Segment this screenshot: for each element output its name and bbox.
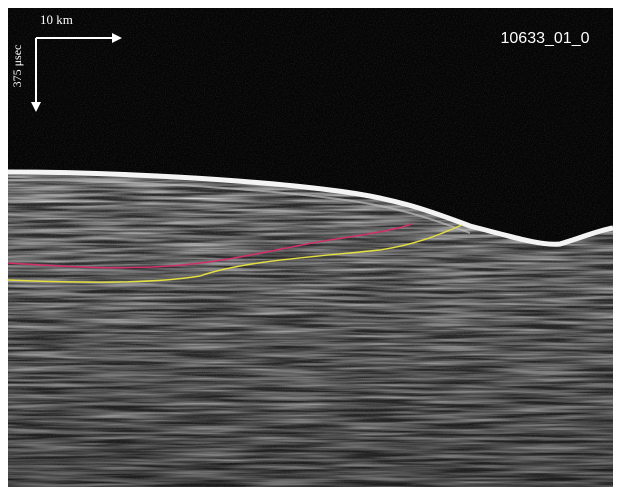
radargram: 10 km 375 μsec 10633_01_0 xyxy=(0,0,621,495)
scale-vertical-label: 375 μsec xyxy=(10,45,24,88)
track-id: 10633_01_0 xyxy=(501,30,590,47)
page: 10 km 375 μsec 10633_01_0 (() => { const… xyxy=(0,0,621,495)
scale-horizontal-label: 10 km xyxy=(40,12,73,27)
